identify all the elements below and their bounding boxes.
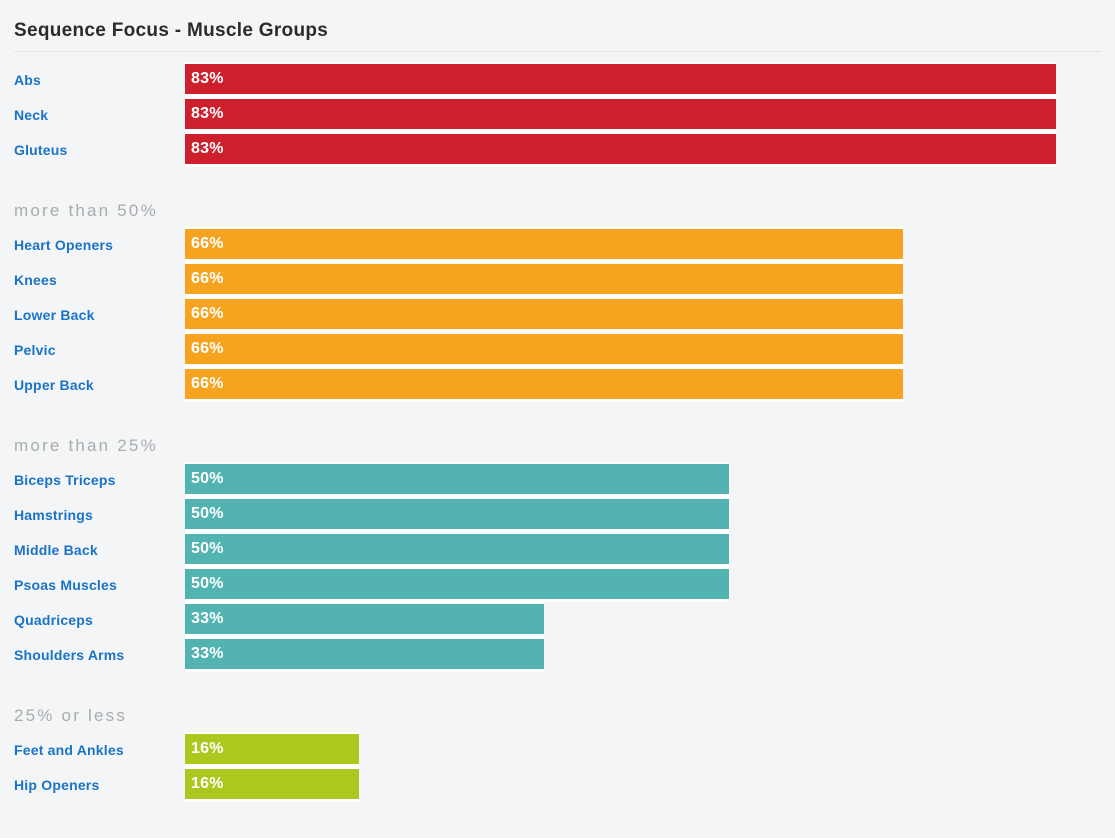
- bar-value-label: 50%: [191, 505, 224, 522]
- chart-row: Upper Back 66%: [14, 367, 1115, 402]
- bar: 16%: [185, 767, 359, 802]
- muscle-groups-chart: Abs 83% Neck 83% Gluteus 83% more than 50% Hear…: [14, 62, 1115, 802]
- muscle-group-label[interactable]: Lower Back: [14, 306, 95, 323]
- muscle-group-label[interactable]: Feet and Ankles: [14, 741, 124, 758]
- bar-value-label: 66%: [191, 270, 224, 287]
- bar-value-label: 83%: [191, 105, 224, 122]
- bar: 50%: [185, 567, 729, 602]
- bar-value-label: 50%: [191, 540, 224, 557]
- bar: 50%: [185, 532, 729, 567]
- muscle-group-label[interactable]: Hip Openers: [14, 776, 100, 793]
- bar-value-label: 83%: [191, 140, 224, 157]
- bar-value-label: 33%: [191, 645, 224, 662]
- bar: 83%: [185, 62, 1056, 97]
- group-header: more than 50%: [14, 201, 158, 220]
- bar: 66%: [185, 262, 903, 297]
- muscle-group-label[interactable]: Pelvic: [14, 341, 56, 358]
- bar-value-label: 66%: [191, 235, 224, 252]
- chart-row: Knees 66%: [14, 262, 1115, 297]
- bar-value-label: 16%: [191, 775, 224, 792]
- bar-value-label: 66%: [191, 375, 224, 392]
- chart-row: Hamstrings 50%: [14, 497, 1115, 532]
- group-section: 25% or less Feet and Ankles 16% Hip Openers…: [14, 706, 1115, 802]
- muscle-group-label[interactable]: Knees: [14, 271, 58, 288]
- muscle-group-label[interactable]: Psoas Muscles: [14, 576, 117, 593]
- chart-row: Psoas Muscles 50%: [14, 567, 1115, 602]
- group-section: Abs 83% Neck 83% Gluteus 83%: [14, 62, 1115, 167]
- muscle-group-label[interactable]: Shoulders Arms: [14, 646, 125, 663]
- chart-row: Heart Openers 66%: [14, 227, 1115, 262]
- muscle-group-label[interactable]: Quadriceps: [14, 611, 94, 628]
- chart-row: Shoulders Arms 33%: [14, 637, 1115, 672]
- bar-value-label: 16%: [191, 740, 224, 757]
- chart-row: Pelvic 66%: [14, 332, 1115, 367]
- chart-row: Biceps Triceps 50%: [14, 462, 1115, 497]
- bar: 33%: [185, 602, 544, 637]
- muscle-group-label[interactable]: Biceps Triceps: [14, 471, 116, 488]
- chart-row: Middle Back 50%: [14, 532, 1115, 567]
- chart-row: Abs 83%: [14, 62, 1115, 97]
- bar: 16%: [185, 732, 359, 767]
- bar-value-label: 66%: [191, 340, 224, 357]
- bar-value-label: 33%: [191, 610, 224, 627]
- page-title: Sequence Focus - Muscle Groups: [14, 20, 329, 41]
- bar-value-label: 50%: [191, 470, 224, 487]
- muscle-group-label[interactable]: Abs: [14, 71, 42, 88]
- chart-row: Gluteus 83%: [14, 132, 1115, 167]
- title-divider: [14, 51, 1101, 52]
- group-header: 25% or less: [14, 706, 128, 725]
- bar-value-label: 83%: [191, 70, 224, 87]
- muscle-group-label[interactable]: Upper Back: [14, 376, 94, 393]
- chart-row: Quadriceps 33%: [14, 602, 1115, 637]
- bar: 50%: [185, 497, 729, 532]
- muscle-group-label[interactable]: Heart Openers: [14, 236, 114, 253]
- muscle-group-label[interactable]: Neck: [14, 106, 49, 123]
- bar: 66%: [185, 332, 903, 367]
- bar: 83%: [185, 132, 1056, 167]
- chart-row: Feet and Ankles 16%: [14, 732, 1115, 767]
- bar: 66%: [185, 297, 903, 332]
- muscle-group-label[interactable]: Gluteus: [14, 141, 68, 158]
- group-section: more than 25% Biceps Triceps 50% Hamstrings…: [14, 436, 1115, 672]
- bar-value-label: 66%: [191, 305, 224, 322]
- chart-row: Neck 83%: [14, 97, 1115, 132]
- chart-row: Hip Openers 16%: [14, 767, 1115, 802]
- muscle-group-label[interactable]: Middle Back: [14, 541, 98, 558]
- group-section: more than 50% Heart Openers 66% Knees 66% Low…: [14, 201, 1115, 402]
- chart-row: Lower Back 66%: [14, 297, 1115, 332]
- group-header: more than 25%: [14, 436, 158, 455]
- bar-value-label: 50%: [191, 575, 224, 592]
- page: Sequence Focus - Muscle Groups Abs 83% Nec…: [0, 20, 1115, 802]
- muscle-group-label[interactable]: Hamstrings: [14, 506, 94, 523]
- bar: 50%: [185, 462, 729, 497]
- bar: 33%: [185, 637, 544, 672]
- bar: 66%: [185, 227, 903, 262]
- bar: 83%: [185, 97, 1056, 132]
- bar: 66%: [185, 367, 903, 402]
